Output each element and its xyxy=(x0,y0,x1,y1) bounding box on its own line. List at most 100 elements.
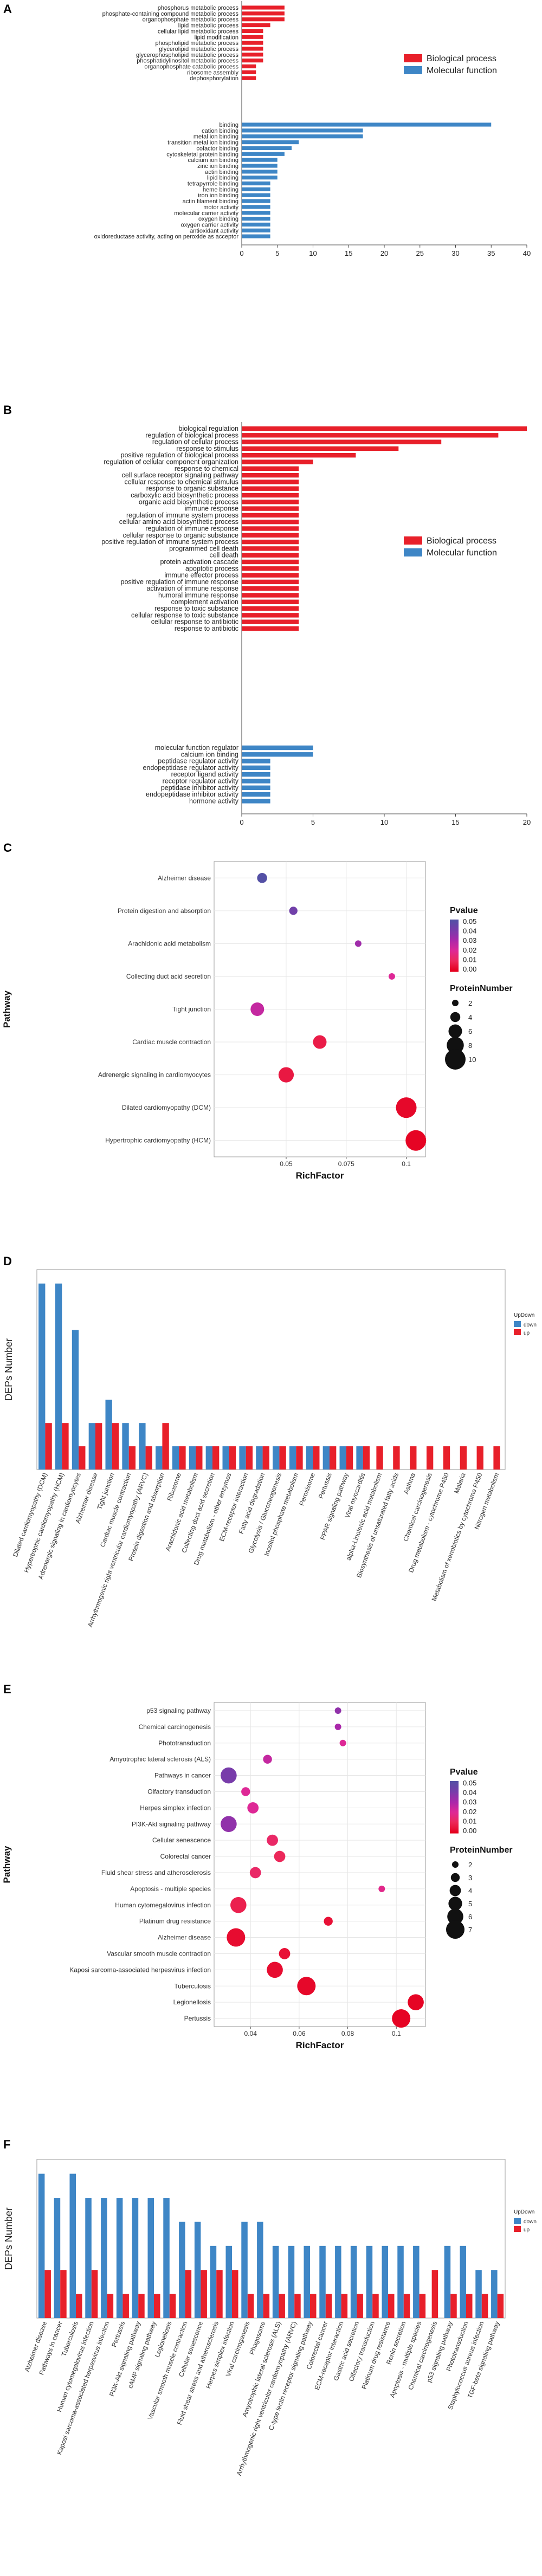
bar-activation-of-immune-response xyxy=(242,586,299,591)
category-label: actin filament binding xyxy=(183,198,238,205)
color-scale-step xyxy=(450,940,459,942)
bar-down-pertussis xyxy=(322,1446,330,1470)
bar-down-collecting-duct-acid-secretion xyxy=(205,1446,212,1470)
bar-up-glycolysis-gluconeogenesis xyxy=(279,1446,286,1470)
bar-up-ecm-receptor-interaction xyxy=(341,2294,348,2318)
bar-programmed-cell-death xyxy=(242,546,299,551)
category-label: regulation of cellular process xyxy=(152,438,238,446)
point-herpes-simplex-infection xyxy=(247,1802,259,1814)
bar-phosphorus-metabolic-process xyxy=(242,5,285,10)
color-scale-step xyxy=(450,922,459,923)
category-label: programmed cell death xyxy=(169,545,238,552)
point-pi3k-akt-signaling-pathway xyxy=(221,1816,237,1833)
bar-up-platinum-drug-resistance xyxy=(388,2294,395,2318)
x-tick-label: 5 xyxy=(275,249,279,257)
bar-up-protein-digestion-and-absorption xyxy=(162,1423,169,1470)
bar-response-to-antibiotic xyxy=(242,626,299,631)
color-scale-step xyxy=(450,1794,459,1796)
bar-calcium-ion-binding xyxy=(242,752,313,757)
color-scale-label: 0.03 xyxy=(463,1798,476,1806)
color-scale-label: 0.00 xyxy=(463,965,476,973)
bar-up-adrenergic-signaling-in-cardiomyocytes xyxy=(79,1446,86,1470)
panel-label-c: C xyxy=(3,841,12,855)
legend-label: down xyxy=(524,1322,537,1328)
bar-up-phototransduction xyxy=(466,2294,473,2318)
color-scale-step xyxy=(450,1827,459,1828)
color-scale-step xyxy=(450,948,459,949)
category-label: cellular response to toxic substance xyxy=(131,611,238,619)
bar-organic-acid-biosynthetic-process xyxy=(242,500,299,504)
color-scale-step xyxy=(450,1804,459,1805)
size-legend-dot xyxy=(447,1037,464,1054)
category-label: calcium ion binding xyxy=(181,750,238,758)
bar-up-cardiac-muscle-contraction xyxy=(128,1446,136,1470)
color-scale-step xyxy=(450,1830,459,1831)
pathway-label: Protein digestion and absorption xyxy=(118,907,211,915)
bar-down-arrhythmogenic-right-ventricular-cardiomyopathy-arvc xyxy=(139,1423,146,1470)
color-scale-step xyxy=(450,1785,459,1787)
color-scale-step xyxy=(450,936,459,937)
category-label: immune effector process xyxy=(164,572,238,579)
size-legend-title: ProteinNumber xyxy=(450,984,513,993)
legend-label: Biological process xyxy=(427,536,496,546)
color-scale-label: 0.01 xyxy=(463,955,476,963)
color-scale-step xyxy=(450,1793,459,1795)
category-label: phospholipid metabolic process xyxy=(156,40,239,47)
pathway-label: Tuberculosis xyxy=(174,1982,211,1990)
color-scale-step xyxy=(450,931,459,933)
size-legend-dot xyxy=(450,1873,460,1882)
category-label: response to organic substance xyxy=(146,485,238,493)
x-tick-label: 0 xyxy=(240,818,243,826)
bar-up-drug-metabolism-other-enzymes xyxy=(229,1446,236,1470)
point-pertussis xyxy=(392,2009,411,2028)
point-human-cytomegalovirus-infection xyxy=(230,1897,247,1913)
category-label: motor activity xyxy=(203,204,238,211)
category-label: Ribosome xyxy=(165,1472,183,1502)
bar-dephosphorylation xyxy=(242,76,256,80)
x-tick-label: 0 xyxy=(240,249,243,257)
category-label: cellular response to organic substance xyxy=(123,532,238,539)
size-legend-label: 4 xyxy=(468,1887,472,1895)
bar-up-viral-carcinogenesis xyxy=(247,2294,254,2318)
point-legionellosis xyxy=(408,1994,424,2010)
bar-receptor-regulator-activity xyxy=(242,779,270,784)
legend-swatch-down xyxy=(514,2218,521,2224)
category-label: Peroxisome xyxy=(298,1472,317,1507)
color-scale-step xyxy=(450,1815,459,1816)
legend-label: up xyxy=(524,2227,530,2233)
x-tick-label: 35 xyxy=(487,249,495,257)
bar-up-nitrogen-metabolism xyxy=(493,1446,500,1470)
legend-title: UpDown xyxy=(514,2209,534,2215)
color-scale-step xyxy=(450,1800,459,1801)
color-scale-step xyxy=(450,1791,459,1792)
category-label: activation of immune response xyxy=(146,585,238,592)
color-scale-step xyxy=(450,925,459,927)
color-scale-step xyxy=(450,1783,459,1785)
bar-cellular-amino-acid-biosynthetic-process xyxy=(242,520,299,525)
color-scale-step xyxy=(450,963,459,965)
bar-up-pertussis xyxy=(330,1446,337,1470)
plot-panel xyxy=(214,1702,426,2027)
color-scale-label: 0.02 xyxy=(463,1808,476,1816)
color-scale-step xyxy=(450,927,459,929)
color-scale-step xyxy=(450,1809,459,1811)
bar-up-human-cytomegalovirus-infection xyxy=(91,2270,98,2318)
bar-cell-surface-receptor-signaling-pathway xyxy=(242,473,299,478)
bar-cofactor-binding xyxy=(242,146,292,150)
bar-up-cellular-senescence xyxy=(201,2270,207,2318)
size-legend-label: 10 xyxy=(468,1056,476,1064)
color-scale-step xyxy=(450,1818,459,1820)
legend-label: Molecular function xyxy=(427,66,497,75)
x-tick-label: 0.06 xyxy=(293,2030,306,2037)
pathway-label: Tight junction xyxy=(172,1006,211,1013)
bar-down-c-type-lectin-receptor-signaling-pathway xyxy=(304,2245,310,2318)
panel-label-b: B xyxy=(3,403,12,417)
color-scale-step xyxy=(450,960,459,961)
point-kaposi-sarcoma-associated-herpesvirus-infection xyxy=(267,1962,283,1978)
category-label: ribosome assembly xyxy=(187,69,238,76)
bar-positive-regulation-of-immune-response xyxy=(242,579,299,585)
category-label: cellular lipid metabolic process xyxy=(158,28,239,35)
x-tick-label: 0.1 xyxy=(392,2030,401,2037)
bar-up-biosynthesis-of-unsaturated-fatty-acids xyxy=(393,1446,400,1470)
bar-up-kaposi-sarcoma-associated-herpesvirus-infection xyxy=(107,2294,114,2318)
